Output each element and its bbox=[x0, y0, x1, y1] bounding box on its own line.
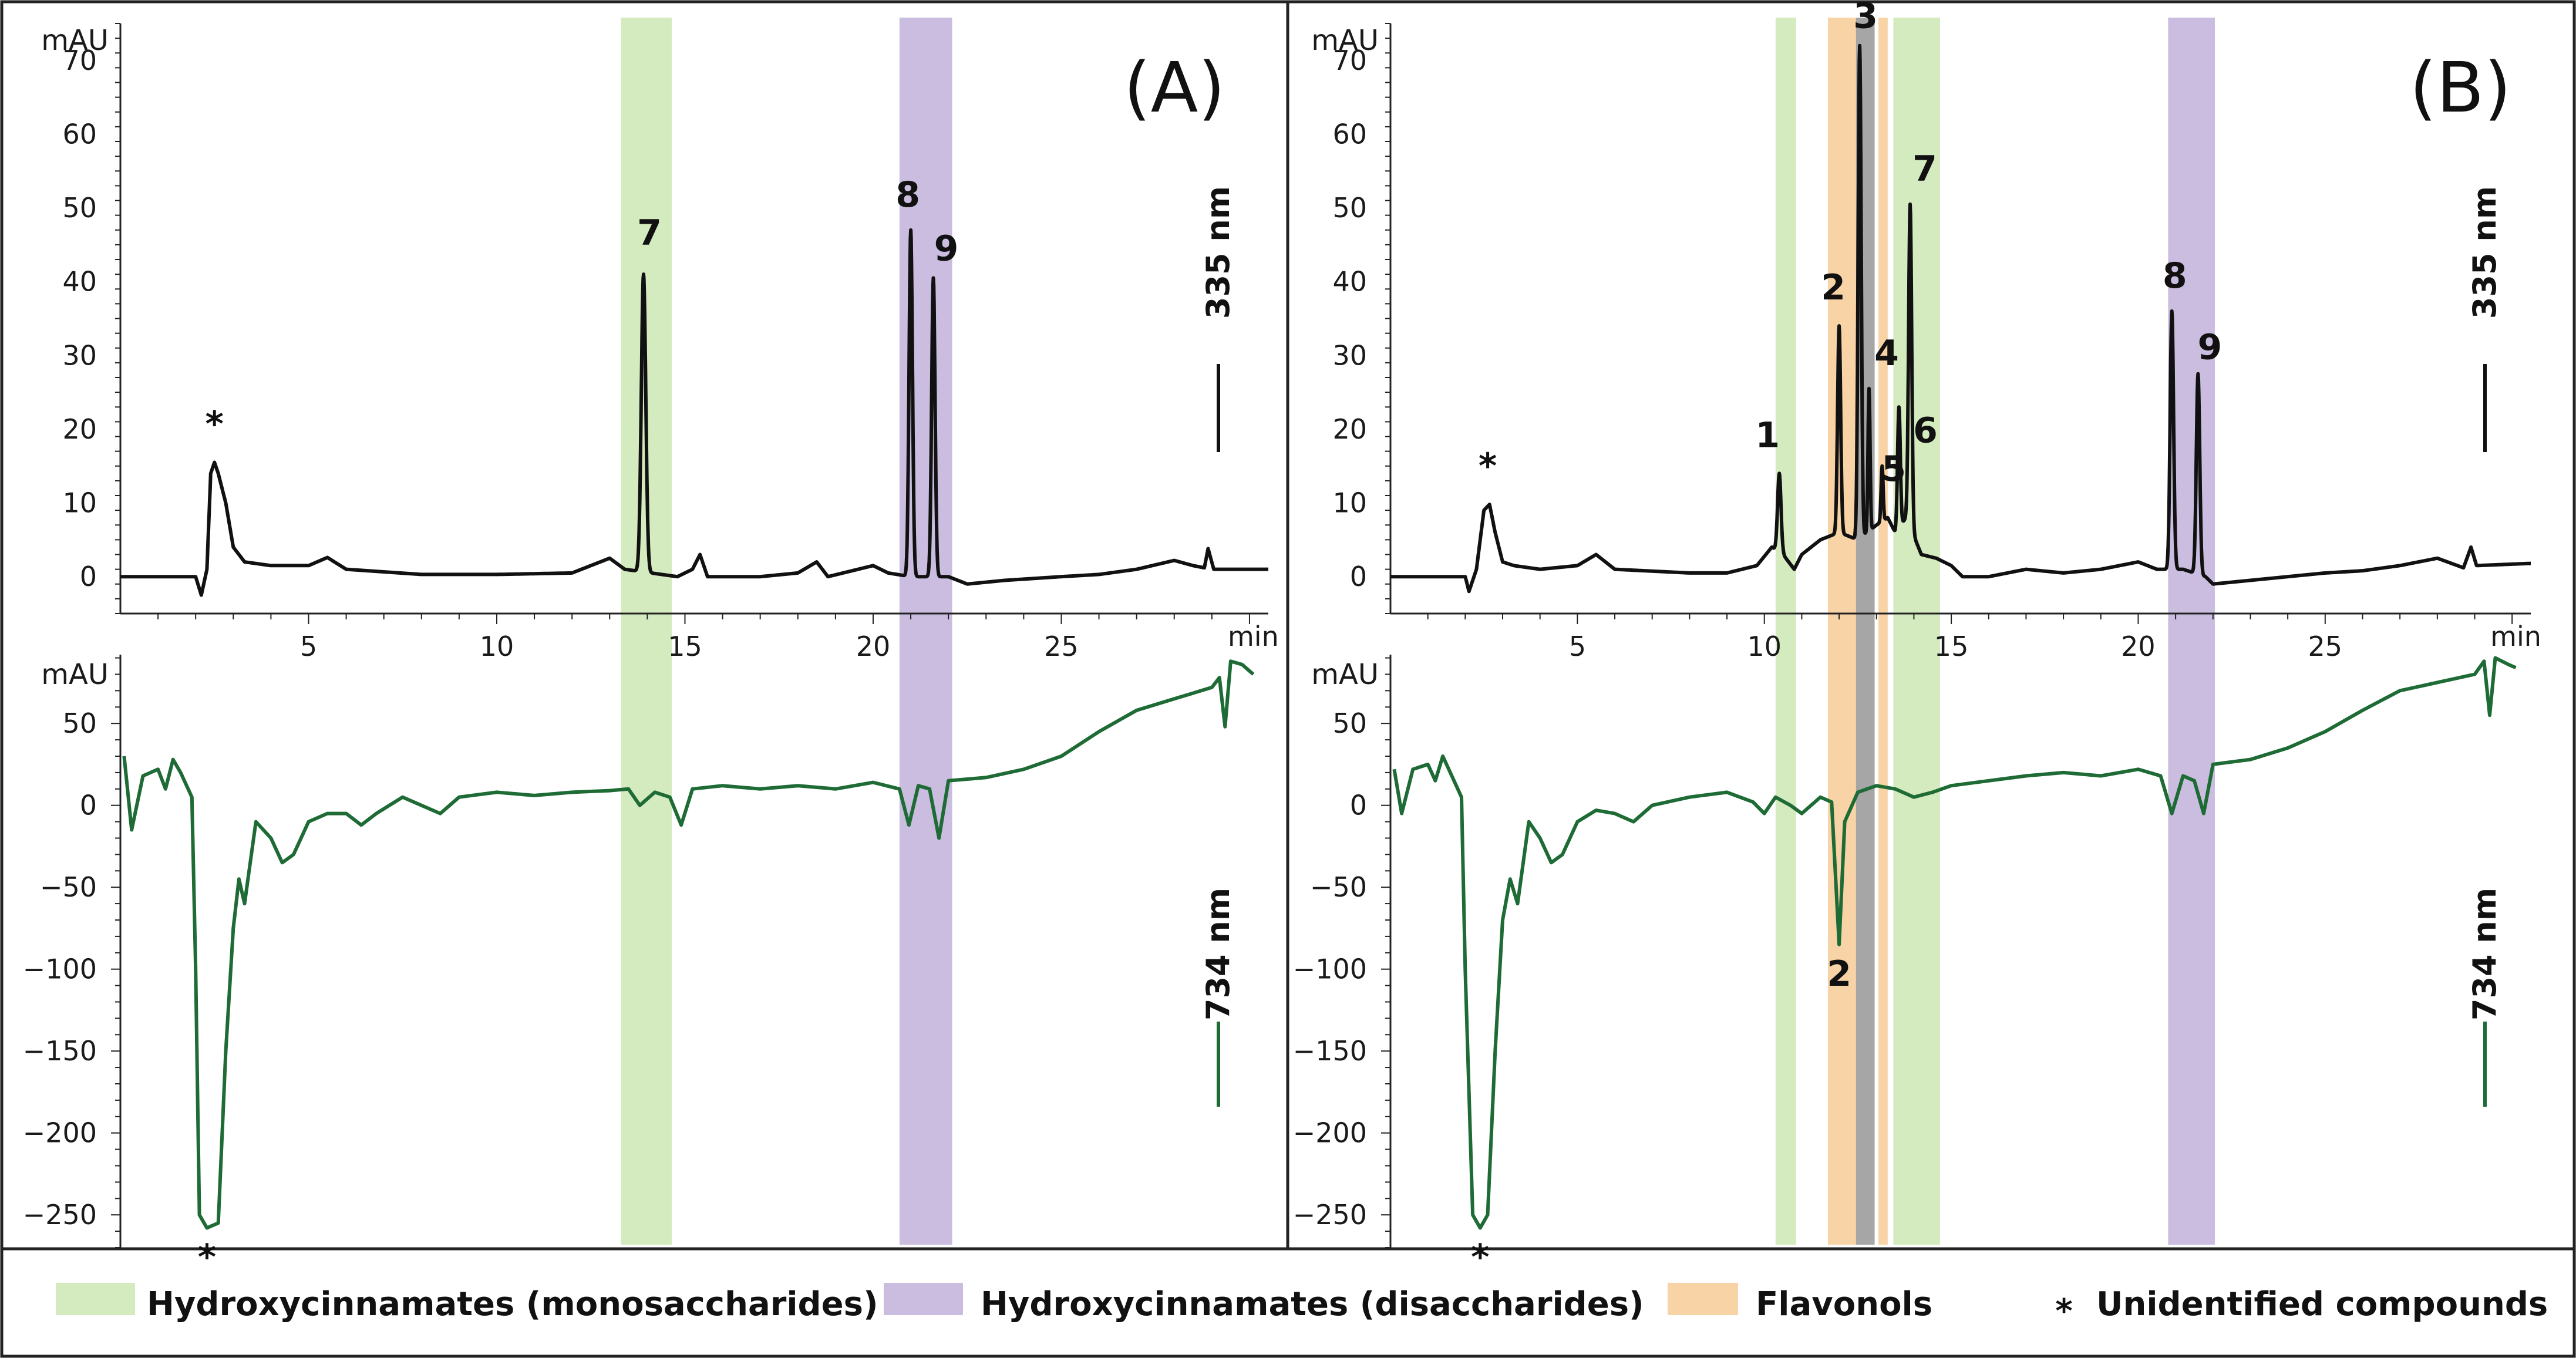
bottom-y-unit-label: mAU bbox=[1311, 658, 1379, 691]
top-y-tick-label: 70 bbox=[62, 45, 97, 76]
bottom-y-tick-label: −50 bbox=[40, 871, 97, 903]
x-tick-label: 10 bbox=[480, 631, 514, 662]
top-y-tick-label: 30 bbox=[1332, 339, 1367, 371]
bottom-y-tick-label: −100 bbox=[23, 953, 97, 985]
legend-label-mono: Hydroxycinnamates (monosaccharides) bbox=[147, 1285, 878, 1323]
legend-label-di: Hydroxycinnamates (disaccharides) bbox=[981, 1285, 1644, 1323]
peak-label-4: 4 bbox=[1874, 333, 1899, 374]
panel-tag: (A) bbox=[1124, 47, 1225, 128]
band-mono bbox=[1775, 18, 1796, 1245]
peak-label-7: 7 bbox=[1912, 149, 1937, 190]
x-unit-label: min bbox=[2490, 621, 2541, 652]
x-tick-label: 25 bbox=[2308, 631, 2343, 662]
top-y-tick-label: 40 bbox=[1332, 266, 1367, 298]
bottom-y-tick-label: −50 bbox=[1310, 871, 1367, 903]
peak-label-3: 3 bbox=[1853, 0, 1878, 37]
legend-label-flav: Flavonols bbox=[1756, 1285, 1932, 1323]
peak-label-6: 6 bbox=[1913, 410, 1938, 451]
peak-label-2: 2 bbox=[1821, 267, 1846, 308]
x-tick-label: 15 bbox=[1934, 631, 1969, 662]
wavelength-label-734nm: 734 nm bbox=[2466, 888, 2503, 1020]
band-di bbox=[899, 18, 952, 1245]
bottom-y-unit-label: mAU bbox=[41, 658, 109, 691]
bottom-plot: mAU 50 0 −50 −100 −150 −200 −250 * 734 nm bbox=[23, 655, 1255, 1278]
legend-label-asterisk: Unidentified compounds bbox=[2096, 1285, 2548, 1323]
peak-label-8: 8 bbox=[895, 174, 920, 215]
top-plot: mAU 0 10 20 30 40 50 60 70 5 10 15 20 25 min * 7 89 (A) 335… bbox=[41, 23, 1279, 662]
top-y-tick-label: 20 bbox=[62, 413, 97, 445]
chromatogram-trace-335nm bbox=[119, 228, 1270, 597]
peak-label-5: 5 bbox=[1881, 449, 1906, 490]
x-tick-label: 25 bbox=[1044, 631, 1079, 662]
top-y-unit-label: mAU bbox=[1311, 24, 1379, 57]
bottom-y-tick-label: −100 bbox=[1293, 953, 1367, 985]
bottom-y-tick-label: −250 bbox=[1293, 1199, 1367, 1231]
bottom-plot: mAU 50 0 −50 −100 −150 −200 −250 2 * 734 nm bbox=[1293, 655, 2517, 1278]
x-unit-label: min bbox=[1228, 621, 1279, 652]
top-y-tick-label: 0 bbox=[80, 561, 97, 592]
top-y-unit-label: mAU bbox=[41, 24, 109, 57]
bottom-y-tick-label: −150 bbox=[1293, 1035, 1367, 1067]
unidentified-peak-marker: * bbox=[206, 403, 224, 444]
top-y-tick-label: 10 bbox=[1332, 487, 1367, 519]
top-y-tick-label: 60 bbox=[62, 118, 97, 150]
dip-label-2: 2 bbox=[1827, 953, 1851, 995]
wavelength-label-734nm: 734 nm bbox=[1200, 888, 1237, 1020]
unidentified-dip-marker: * bbox=[198, 1237, 216, 1278]
legend-asterisk-symbol: * bbox=[2055, 1292, 2072, 1330]
legend-swatch-flav bbox=[1668, 1283, 1738, 1315]
bottom-y-tick-label: −250 bbox=[23, 1199, 97, 1231]
top-y-tick-label: 50 bbox=[62, 192, 97, 224]
x-tick-label: 10 bbox=[1747, 631, 1782, 662]
panel-tag: (B) bbox=[2409, 47, 2511, 128]
top-y-tick-label: 0 bbox=[1350, 561, 1367, 592]
bottom-y-tick-label: 0 bbox=[1350, 790, 1367, 821]
top-y-tick-label: 40 bbox=[62, 266, 97, 298]
top-y-tick-label: 30 bbox=[62, 339, 97, 371]
band-di bbox=[2168, 18, 2215, 1245]
unidentified-peak-marker: * bbox=[1479, 446, 1497, 487]
bottom-y-tick-label: 0 bbox=[80, 790, 97, 821]
bottom-y-tick-label: −150 bbox=[23, 1035, 97, 1067]
peak-label-1: 1 bbox=[1755, 415, 1780, 456]
top-y-tick-label: 50 bbox=[1332, 192, 1367, 224]
top-y-tick-label: 60 bbox=[1332, 118, 1367, 150]
chromatogram-trace-335nm bbox=[1389, 43, 2533, 594]
bottom-y-tick-label: 50 bbox=[1332, 707, 1367, 739]
wavelength-label-335nm: 335 nm bbox=[1200, 186, 1237, 319]
x-tick-label: 20 bbox=[2121, 631, 2156, 662]
band-mono bbox=[621, 18, 672, 1245]
peak-label-7: 7 bbox=[637, 213, 662, 254]
x-tick-label: 5 bbox=[1569, 631, 1586, 662]
x-tick-label: 20 bbox=[856, 631, 891, 662]
x-tick-label: 15 bbox=[668, 631, 702, 662]
band-flav bbox=[1878, 18, 1888, 1245]
legend-swatch-di bbox=[884, 1283, 963, 1315]
top-y-tick-label: 10 bbox=[62, 487, 97, 519]
legend: Hydroxycinnamates (monosaccharides) Hydro… bbox=[56, 1283, 2548, 1330]
legend-swatch-mono bbox=[56, 1283, 135, 1315]
top-y-tick-label: 20 bbox=[1332, 413, 1367, 445]
top-y-tick-label: 70 bbox=[1332, 45, 1367, 76]
chromatogram-trace-734nm bbox=[122, 659, 1255, 1230]
unidentified-dip-marker: * bbox=[1471, 1237, 1489, 1278]
bottom-y-tick-label: 50 bbox=[62, 707, 97, 739]
band-flav bbox=[1827, 18, 1856, 1245]
bottom-y-tick-label: −200 bbox=[1293, 1117, 1367, 1149]
panel-a: mAU 0 10 20 30 40 50 60 70 5 10 15 20 25 min * 7 89 (A) 335… bbox=[23, 18, 1279, 1278]
peak-label-9: 9 bbox=[934, 228, 959, 269]
peak-label-8: 8 bbox=[2163, 255, 2187, 296]
chromatogram-trace-734nm bbox=[1392, 656, 2517, 1230]
peak-label-9: 9 bbox=[2197, 327, 2222, 368]
bottom-y-tick-label: −200 bbox=[23, 1117, 97, 1149]
x-tick-label: 5 bbox=[300, 631, 317, 662]
wavelength-label-335nm: 335 nm bbox=[2466, 186, 2503, 319]
band-mono bbox=[1893, 18, 1940, 1245]
